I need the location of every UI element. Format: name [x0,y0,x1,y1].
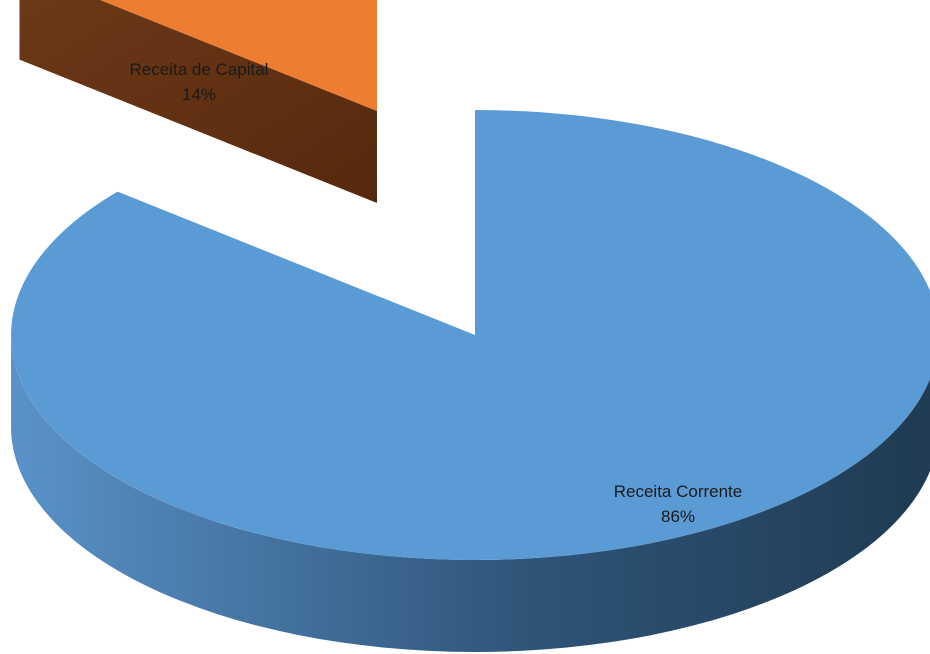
label-receita-de-capital-value: 14% [182,85,216,104]
label-receita-de-capital-name: Receita de Capital [130,60,269,79]
label-receita-corrente-value: 86% [661,507,695,526]
slice-receita-corrente-side [11,335,930,652]
slice-receita-de-capital-side [19,0,377,203]
slice-receita-corrente [11,110,930,560]
slice-receita-de-capital [100,0,377,111]
label-receita-corrente-name: Receita Corrente [614,482,743,501]
